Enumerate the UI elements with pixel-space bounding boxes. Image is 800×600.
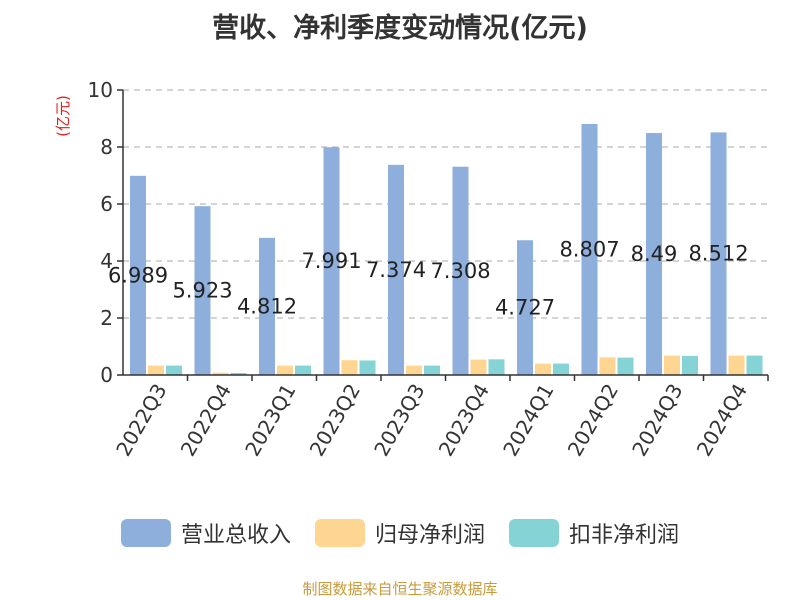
bar-net-profit-excl: [166, 365, 182, 375]
data-label-revenue: 6.989: [108, 263, 168, 287]
bar-revenue: [130, 175, 146, 375]
bar-net-profit-excl: [230, 373, 247, 375]
x-tick-label: 2024Q3: [627, 380, 687, 461]
legend-swatch-revenue: [120, 519, 171, 547]
bar-revenue: [259, 237, 275, 375]
bar-net-profit: [599, 357, 616, 375]
bar-revenue: [517, 240, 533, 375]
legend-swatch-net-profit-excl: [509, 519, 559, 547]
legend-item-revenue[interactable]: 营业总收入: [120, 517, 291, 549]
legend-swatch-net-profit: [314, 519, 365, 547]
x-tick-label: 2024Q1: [498, 380, 558, 461]
data-label-revenue: 5.923: [172, 279, 232, 303]
data-label-revenue: 7.374: [366, 258, 426, 282]
y-axis-unit-label: (亿元): [54, 95, 72, 137]
bar-revenue: [710, 132, 727, 375]
x-tick-label: 2023Q3: [369, 380, 429, 461]
bar-revenue: [452, 166, 469, 375]
y-tick-label: 4: [100, 249, 113, 273]
data-label-revenue: 8.512: [688, 242, 748, 266]
y-tick-label: 2: [100, 306, 113, 330]
bar-revenue: [323, 147, 340, 375]
source-note: 制图数据来自恒生聚源数据库: [302, 580, 498, 598]
bar-net-profit: [148, 365, 164, 375]
bar-net-profit-excl: [488, 359, 505, 375]
y-tick-label: 0: [100, 363, 113, 387]
bars: [130, 124, 763, 375]
data-label-revenue: 4.812: [237, 294, 297, 318]
data-label-revenue: 8.807: [559, 238, 619, 262]
bar-net-profit-excl: [295, 365, 311, 375]
y-tick-label: 6: [100, 192, 113, 216]
legend: 营业总收入 归母净利润 扣非净利润: [0, 517, 800, 549]
y-tick-label: 10: [88, 78, 113, 102]
bar-revenue: [581, 124, 598, 375]
bar-net-profit: [212, 372, 229, 375]
bar-net-profit: [470, 359, 487, 375]
bar-net-profit-excl: [617, 357, 634, 375]
data-label-revenue: 7.308: [430, 259, 490, 283]
bar-net-profit: [341, 360, 358, 375]
y-tick-label: 8: [100, 135, 113, 159]
legend-label-net-profit: 归母净利润: [374, 523, 485, 548]
x-tick-label: 2022Q4: [176, 380, 236, 461]
x-tick-label: 2022Q3: [111, 380, 171, 461]
legend-label-net-profit-excl: 扣非净利润: [569, 523, 680, 548]
x-tick-label: 2024Q2: [563, 380, 623, 461]
data-label-revenue: 4.727: [495, 296, 555, 320]
x-tick-label: 2023Q1: [240, 380, 300, 461]
data-label-revenue: 8.49: [631, 242, 678, 266]
bar-net-profit-excl: [424, 365, 440, 375]
legend-item-net-profit-excl[interactable]: 扣非净利润: [509, 517, 679, 549]
bar-net-profit: [535, 363, 551, 375]
bar-net-profit-excl: [682, 355, 698, 375]
x-tick-label: 2023Q4: [434, 380, 494, 461]
bar-net-profit-excl: [359, 360, 376, 375]
bar-net-profit: [664, 355, 680, 375]
bar-revenue: [646, 133, 662, 375]
bar-net-profit-excl: [553, 363, 569, 375]
bar-net-profit: [406, 365, 422, 375]
legend-label-revenue: 营业总收入: [180, 523, 291, 548]
data-label-revenue: 7.991: [301, 249, 361, 273]
x-tick-label: 2024Q4: [692, 380, 752, 461]
grid-lines: [123, 89, 768, 319]
bar-net-profit: [277, 365, 293, 375]
chart-title: 营收、净利季度变动情况(亿元): [212, 13, 588, 44]
bar-net-profit: [728, 355, 745, 375]
bar-revenue: [194, 206, 211, 375]
bar-net-profit-excl: [746, 355, 763, 375]
bar-revenue: [388, 164, 404, 375]
legend-item-net-profit[interactable]: 归母净利润: [314, 517, 485, 549]
x-tick-label: 2023Q2: [305, 380, 365, 461]
